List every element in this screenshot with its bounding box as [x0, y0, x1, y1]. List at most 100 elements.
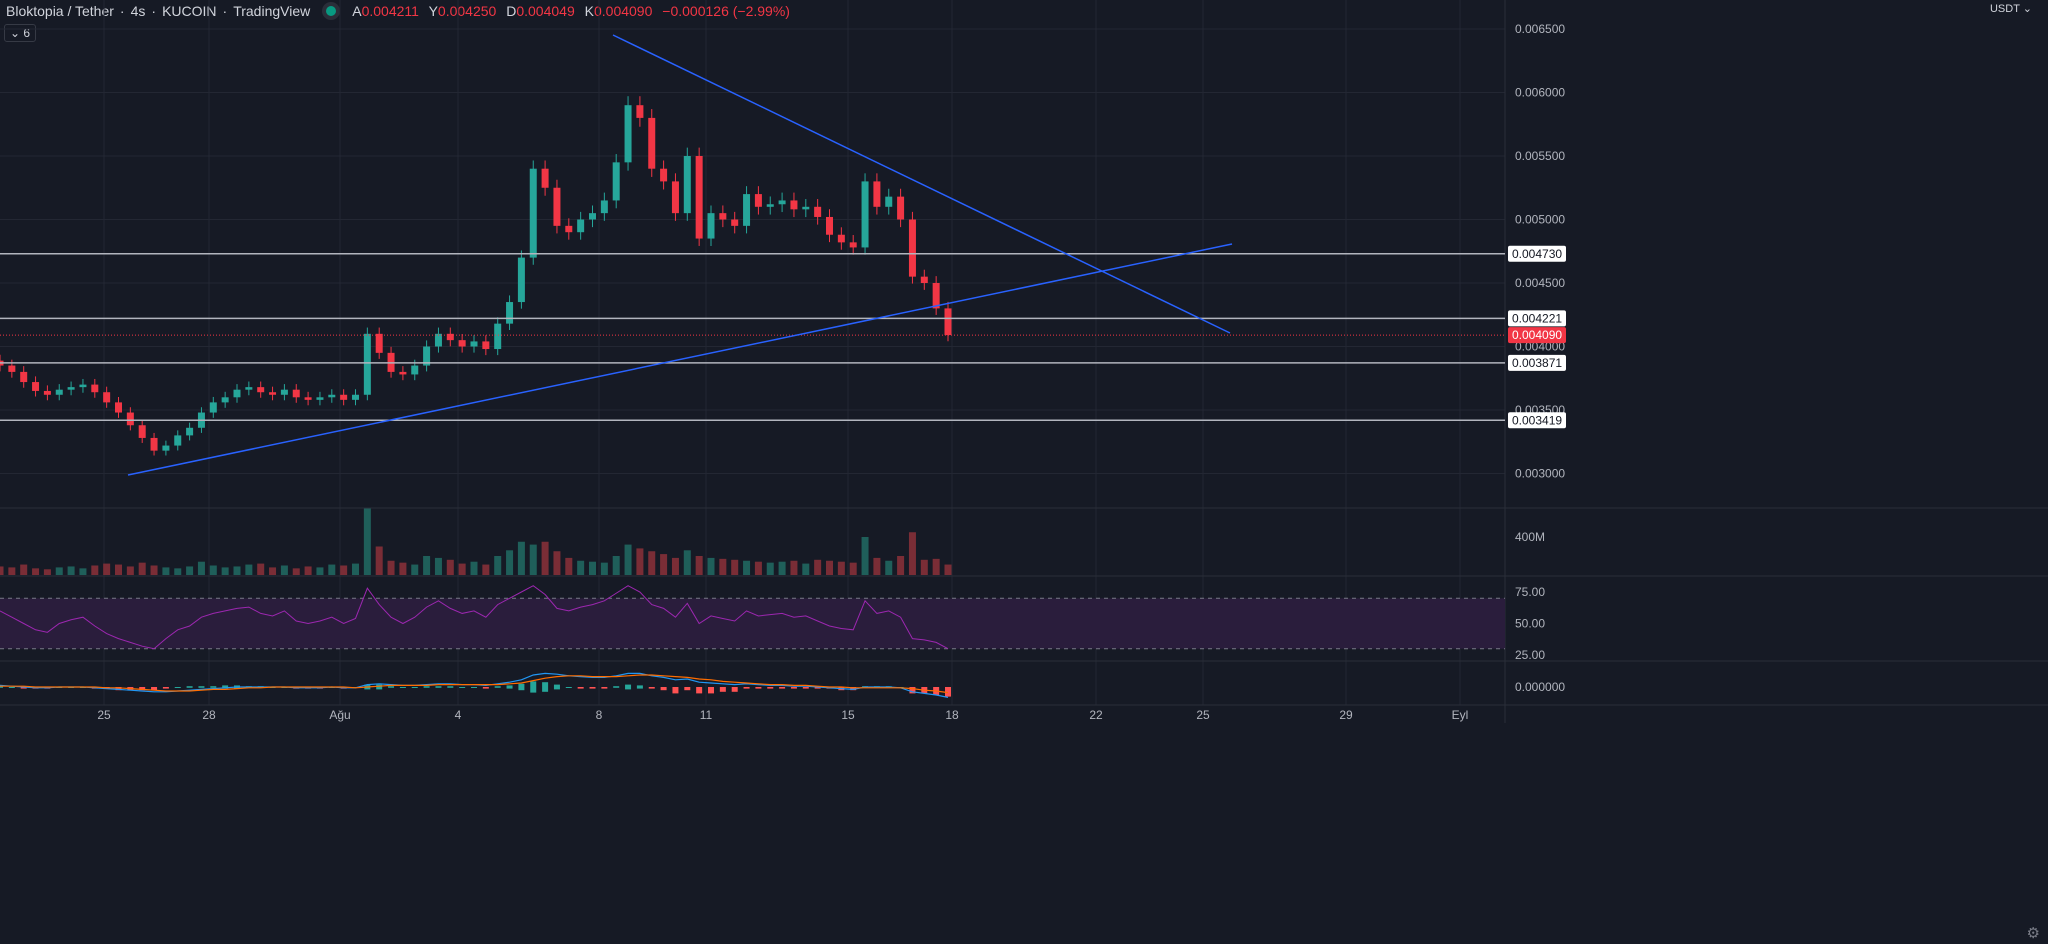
candle-body	[245, 387, 253, 390]
volume-tick-label: 400M	[1515, 530, 1545, 544]
time-tick-label: 25	[1196, 708, 1210, 722]
candle-body	[683, 156, 691, 214]
volume-bar	[115, 564, 122, 575]
symbol-title[interactable]: Bloktopia / Tether	[6, 3, 114, 19]
volume-bar	[529, 544, 537, 575]
candle-body	[304, 397, 312, 400]
volume-bar	[8, 567, 16, 575]
candle-body	[517, 257, 525, 303]
candle-body	[328, 394, 336, 398]
last-price-label-bg	[1508, 327, 1566, 344]
volume-bar	[826, 560, 833, 575]
currency-selector[interactable]: USDT ⌄	[1989, 3, 2032, 15]
volume-bar	[340, 565, 348, 575]
candle-body	[352, 394, 359, 400]
volume-bar	[707, 557, 715, 575]
time-tick-label: 28	[202, 708, 216, 722]
candle-body	[446, 333, 454, 341]
price-tick-label: 0.006000	[1515, 86, 1565, 100]
macd-histogram-bar	[565, 687, 572, 688]
interval[interactable]: 4s	[130, 3, 146, 19]
candle-body	[126, 412, 134, 426]
macd-histogram-bar	[447, 686, 454, 688]
candle-body	[186, 427, 194, 436]
macd-histogram-bar	[222, 685, 229, 689]
macd-tick-label: 0.000000	[1515, 680, 1565, 694]
candle-body	[837, 234, 845, 243]
volume-bar	[589, 561, 596, 575]
candle-body	[423, 346, 431, 366]
volume-bar	[719, 558, 727, 575]
volume-bar	[352, 563, 359, 575]
candle-body	[138, 425, 146, 438]
macd-histogram-bar	[115, 687, 122, 691]
candle-body	[411, 365, 419, 375]
candle-body	[648, 117, 656, 169]
macd-histogram-bar	[719, 687, 726, 692]
candle-body	[115, 402, 122, 413]
macd-histogram-bar	[672, 687, 679, 694]
volume-bar	[221, 567, 229, 575]
volume-bar	[245, 564, 253, 575]
volume-bar	[802, 563, 810, 575]
ohlc-values: A0.004211 Y0.004250 D0.004049 K0.004090 …	[352, 3, 790, 19]
level-price-label-bg	[1508, 310, 1566, 327]
volume-bar	[20, 564, 28, 575]
level-price-label-bg	[1508, 354, 1566, 371]
volume-bar	[636, 548, 644, 575]
volume-bar	[790, 560, 798, 575]
candle-body	[375, 333, 383, 353]
macd-histogram-bar	[435, 686, 442, 688]
candle-body	[719, 213, 727, 220]
macd-histogram-bar	[210, 686, 217, 688]
macd-histogram-bar	[471, 687, 477, 688]
volume-bar	[470, 561, 478, 575]
volume-bar	[541, 541, 549, 575]
volume-bar	[778, 561, 786, 575]
candle-body	[908, 219, 916, 277]
candle-body	[612, 162, 620, 201]
candle-body	[494, 323, 502, 350]
volume-bar	[197, 561, 205, 575]
macd-histogram-bar	[577, 687, 584, 689]
settings-gear-icon[interactable]: ⚙	[2026, 925, 2040, 942]
volume-bar	[754, 561, 762, 575]
volume-bar	[209, 565, 217, 575]
last-price-label: 0.004090	[1512, 328, 1562, 342]
candle-body	[470, 341, 478, 347]
time-tick-label: Ağu	[329, 708, 350, 722]
candle-body	[55, 389, 63, 395]
volume-bar	[91, 565, 99, 575]
volume-bar	[612, 556, 620, 575]
volume-bar	[67, 566, 75, 575]
volume-bar	[0, 566, 4, 575]
volume-bar	[920, 559, 928, 575]
candle-body	[600, 200, 608, 214]
rsi-tick-label: 50.00	[1515, 617, 1545, 631]
time-tick-label: 11	[700, 708, 713, 722]
candle-body	[434, 333, 442, 347]
volume-bar	[861, 537, 869, 575]
volume-bar	[897, 556, 905, 575]
level-price-label: 0.004730	[1512, 247, 1562, 261]
volume-bar	[837, 561, 845, 575]
candle-body	[174, 435, 182, 446]
candle-body	[43, 390, 51, 395]
macd-histogram-bar	[945, 687, 951, 697]
macd-histogram-bar	[518, 683, 525, 691]
price-tick-label: 0.006500	[1515, 22, 1565, 36]
volume-bar	[399, 562, 407, 575]
candle-body	[162, 445, 170, 451]
macd-histogram-bar	[388, 686, 395, 688]
candle-body	[458, 340, 466, 347]
macd-histogram-bar	[482, 687, 489, 689]
candle-body	[221, 397, 229, 403]
candle-body	[150, 437, 158, 451]
level-price-label: 0.003419	[1512, 413, 1562, 427]
volume-bar	[671, 557, 679, 575]
candle-body	[897, 196, 905, 220]
candle-body	[506, 302, 514, 324]
macd-histogram-bar	[174, 687, 181, 688]
macd-histogram-bar	[684, 687, 691, 691]
